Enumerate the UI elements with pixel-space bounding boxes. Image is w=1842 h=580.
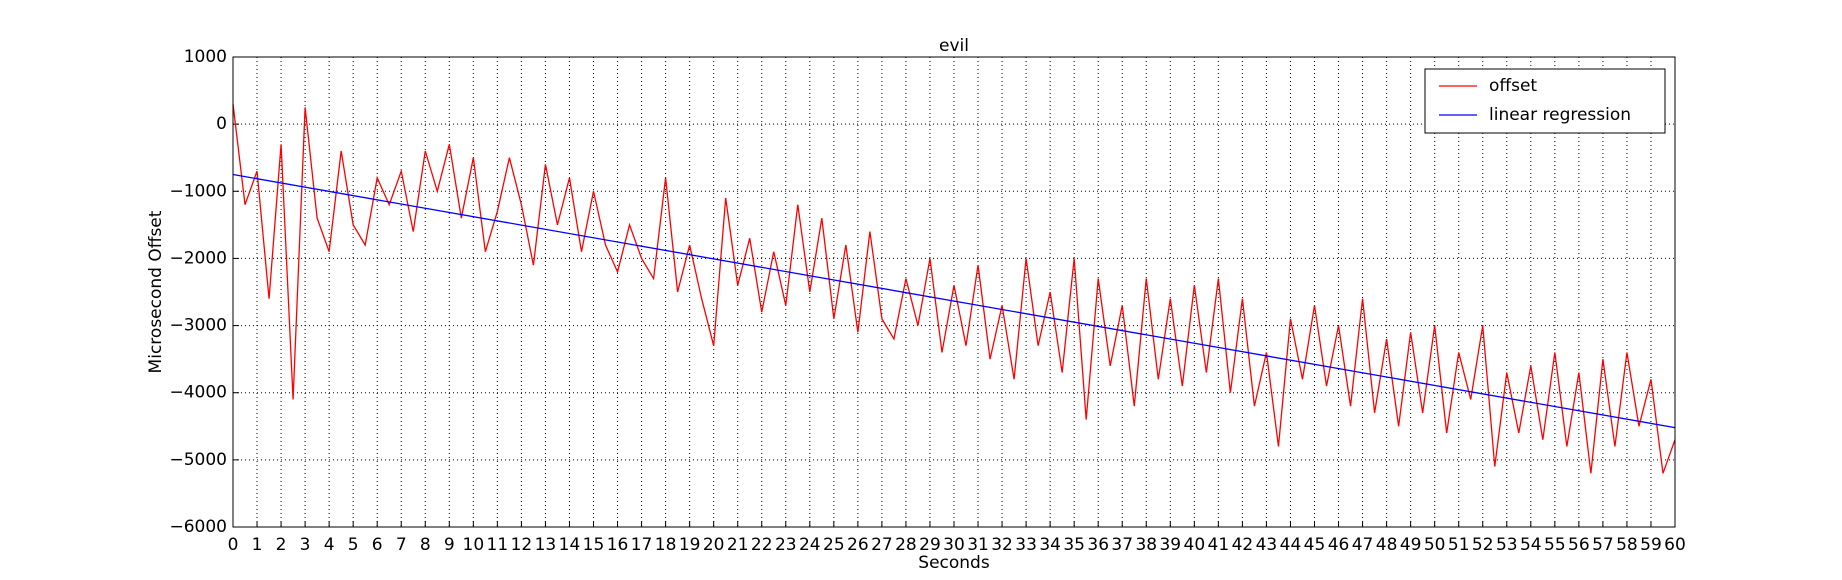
y-tick-label: −4000: [169, 383, 227, 403]
x-tick-label: 6: [372, 535, 383, 555]
x-tick-label: 19: [679, 535, 701, 555]
x-tick-label: 34: [1039, 535, 1061, 555]
x-tick-label: 44: [1280, 535, 1302, 555]
y-tick-label: −1000: [169, 181, 227, 201]
x-tick-label: 45: [1304, 535, 1326, 555]
y-tick-label: −6000: [169, 517, 227, 537]
x-tick-label: 42: [1232, 535, 1254, 555]
x-tick-label: 33: [1015, 535, 1037, 555]
x-tick-label: 49: [1400, 535, 1422, 555]
x-tick-label: 21: [727, 535, 749, 555]
x-tick-label: 22: [751, 535, 773, 555]
x-tick-label: 50: [1424, 535, 1446, 555]
x-tick-label: 58: [1616, 535, 1638, 555]
y-tick-label: 1000: [184, 47, 227, 67]
x-tick-label: 40: [1184, 535, 1206, 555]
x-tick-label: 20: [703, 535, 725, 555]
x-tick-label: 36: [1087, 535, 1109, 555]
x-tick-label: 51: [1448, 535, 1470, 555]
x-tick-label: 46: [1328, 535, 1350, 555]
legend-label: offset: [1489, 76, 1537, 96]
x-tick-label: 60: [1664, 535, 1686, 555]
x-tick-label: 9: [444, 535, 455, 555]
x-tick-label: 38: [1135, 535, 1157, 555]
x-tick-label: 59: [1640, 535, 1662, 555]
x-axis-label: Seconds: [918, 553, 990, 573]
x-tick-label: 52: [1472, 535, 1494, 555]
x-tick-label: 17: [631, 535, 653, 555]
x-tick-label: 15: [583, 535, 605, 555]
x-tick-label: 47: [1352, 535, 1374, 555]
x-tick-label: 26: [847, 535, 869, 555]
x-tick-label: 48: [1376, 535, 1398, 555]
x-tick-label: 32: [991, 535, 1013, 555]
chart-title: evil: [939, 36, 969, 56]
x-tick-label: 23: [775, 535, 797, 555]
x-tick-label: 30: [943, 535, 965, 555]
data-line: [232, 173, 1676, 429]
x-tick-label: 10: [463, 535, 485, 555]
legend-label: linear regression: [1489, 105, 1631, 125]
x-tick-label: 14: [559, 535, 581, 555]
y-tick-label: 0: [216, 114, 227, 134]
x-tick-label: 25: [823, 535, 845, 555]
x-tick-label: 1: [252, 535, 263, 555]
x-tick-label: 11: [487, 535, 509, 555]
x-tick-label: 16: [607, 535, 629, 555]
y-tick-label: −5000: [169, 450, 227, 470]
x-tick-label: 3: [300, 535, 311, 555]
x-tick-label: 2: [276, 535, 287, 555]
x-tick-label: 57: [1592, 535, 1614, 555]
x-tick-label: 55: [1544, 535, 1566, 555]
x-tick-label: 0: [228, 535, 239, 555]
x-tick-label: 41: [1208, 535, 1230, 555]
x-tick-label: 12: [511, 535, 533, 555]
y-tick-label: −3000: [169, 316, 227, 336]
x-tick-label: 31: [967, 535, 989, 555]
x-tick-label: 24: [799, 535, 821, 555]
y-axis-label: Microsecond Offset: [146, 210, 166, 373]
x-tick-label: 5: [348, 535, 359, 555]
x-tick-label: 29: [919, 535, 941, 555]
x-tick-label: 35: [1063, 535, 1085, 555]
x-tick-label: 27: [871, 535, 893, 555]
x-tick-label: 39: [1159, 535, 1181, 555]
y-tick-label: −2000: [169, 248, 227, 268]
data-line: [232, 103, 1676, 474]
x-tick-label: 28: [895, 535, 917, 555]
legend-box: [1424, 68, 1666, 134]
x-tick-label: 8: [420, 535, 431, 555]
x-tick-label: 37: [1111, 535, 1133, 555]
x-tick-label: 18: [655, 535, 677, 555]
x-tick-label: 13: [535, 535, 557, 555]
x-tick-label: 4: [324, 535, 335, 555]
plot-frame: [232, 56, 1676, 528]
x-tick-label: 43: [1256, 535, 1278, 555]
x-tick-label: 53: [1496, 535, 1518, 555]
x-tick-label: 7: [396, 535, 407, 555]
x-tick-label: 54: [1520, 535, 1542, 555]
x-tick-label: 56: [1568, 535, 1590, 555]
